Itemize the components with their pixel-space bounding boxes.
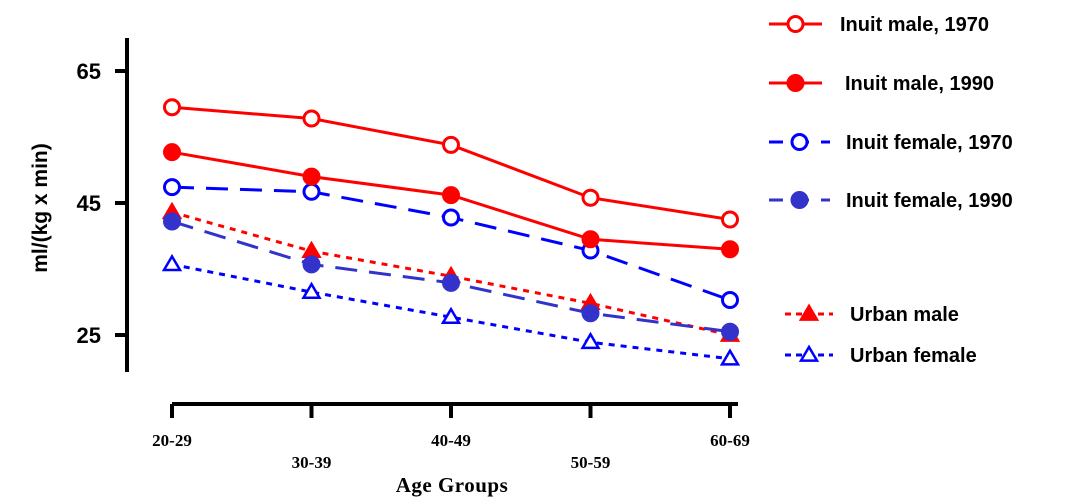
data-point xyxy=(721,210,739,229)
x-ticks: 20-29 30-39 40-49 50-59 60-69 xyxy=(152,404,750,472)
data-point xyxy=(721,322,739,341)
series-6 xyxy=(161,253,741,366)
legend-label: Inuit female, 1970 xyxy=(846,132,1013,154)
data-point xyxy=(440,306,462,325)
data-point xyxy=(442,186,460,205)
legend: Inuit male, 1970 Inuit male, 1990 Inuit fe… xyxy=(769,14,1013,367)
legend-label: Urban male xyxy=(850,304,959,326)
legend-marker xyxy=(786,74,805,92)
x-tick-label: 30-39 xyxy=(292,453,332,472)
x-tick-label: 50-59 xyxy=(571,453,611,472)
data-point xyxy=(163,143,181,162)
plot-area: 25 45 65 20-29 30-39 40-49 50-59 60-69 xyxy=(77,38,750,472)
legend-item: Urban male xyxy=(785,303,959,326)
legend-marker xyxy=(798,344,820,362)
data-point xyxy=(721,240,739,259)
data-point xyxy=(302,182,321,201)
legend-label: Inuit female, 1990 xyxy=(846,190,1013,212)
data-point xyxy=(301,240,322,259)
legend-label: Urban female xyxy=(850,345,977,367)
data-point xyxy=(302,255,321,274)
legend-label: Inuit male, 1970 xyxy=(840,14,989,36)
data-point xyxy=(302,167,321,186)
y-axis-title: ml/(kg x min) xyxy=(29,143,52,273)
data-point xyxy=(163,178,181,197)
data-point xyxy=(163,98,181,117)
y-ticks: 25 45 65 xyxy=(77,59,127,348)
legend-label: Inuit male, 1990 xyxy=(845,73,994,95)
data-point xyxy=(442,208,460,227)
series-line xyxy=(171,262,731,361)
y-tick-label: 45 xyxy=(77,191,101,216)
data-point xyxy=(581,188,600,207)
x-tick-label: 20-29 xyxy=(152,431,192,450)
x-tick-label: 60-69 xyxy=(710,431,750,450)
data-point xyxy=(719,348,741,366)
series-line xyxy=(171,210,731,337)
series-2 xyxy=(163,143,739,259)
data-point xyxy=(161,253,183,272)
data-point xyxy=(580,331,601,350)
x-axis-title: Age Groups xyxy=(396,473,509,497)
legend-item: Urban female xyxy=(785,344,977,367)
legend-marker xyxy=(798,303,820,321)
series-1 xyxy=(163,98,739,229)
data-point xyxy=(581,230,600,249)
y-tick-label: 65 xyxy=(77,59,101,84)
legend-item: Inuit male, 1970 xyxy=(769,14,989,36)
legend-item: Inuit female, 1970 xyxy=(769,132,1013,154)
data-point xyxy=(302,109,321,128)
legend-marker xyxy=(790,191,809,209)
data-point xyxy=(442,273,460,292)
x-tick-label: 40-49 xyxy=(431,431,471,450)
legend-marker xyxy=(790,133,809,151)
series-4 xyxy=(163,212,739,341)
legend-item: Inuit female, 1990 xyxy=(769,190,1013,212)
data-point xyxy=(163,212,181,231)
legend-marker xyxy=(786,15,805,33)
data-point xyxy=(581,304,600,323)
data-point xyxy=(721,291,739,310)
y-tick-label: 25 xyxy=(77,323,101,348)
legend-item: Inuit male, 1990 xyxy=(769,73,994,95)
data-point xyxy=(301,281,322,299)
series-layer xyxy=(161,98,741,366)
data-point xyxy=(442,135,460,154)
